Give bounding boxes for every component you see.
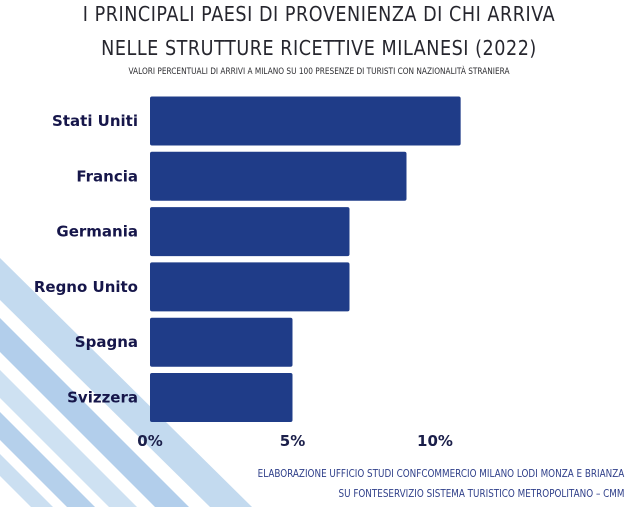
- bar-francia: [150, 151, 407, 201]
- category-label: Regno Unito: [34, 278, 138, 296]
- bar-svizzera: [150, 373, 293, 422]
- x-tick-label: 0%: [137, 432, 162, 450]
- category-label: Germania: [56, 223, 138, 241]
- bar-spagna: [150, 317, 293, 367]
- chart-title-line2: NELLE STRUTTURE RICETTIVE MILANESI (2022…: [101, 36, 537, 60]
- bar-stati-uniti: [150, 96, 461, 146]
- category-label: Spagna: [75, 333, 138, 351]
- bar-germania: [150, 207, 350, 257]
- category-label: Stati Uniti: [52, 112, 138, 130]
- bar-chart: Stati Uniti Francia Germania Regno Unito Spa…: [34, 96, 461, 450]
- x-tick-label: 10%: [417, 432, 453, 450]
- category-label: Francia: [76, 167, 138, 185]
- x-tick-label: 5%: [280, 432, 305, 450]
- chart-subtitle: VALORI PERCENTUALI DI ARRIVI A MILANO SU…: [128, 67, 510, 77]
- source-note-line2: SU FONTESERVIZIO SISTEMA TURISTICO METRO…: [338, 487, 624, 500]
- source-note-line1: ELABORAZIONE UFFICIO STUDI CONFCOMMERCIO…: [257, 467, 624, 480]
- chart-title-line1: I PRINCIPALI PAESI DI PROVENIENZA DI CHI…: [82, 2, 556, 26]
- bar-regno-unito: [150, 262, 350, 312]
- category-label: Svizzera: [67, 389, 138, 407]
